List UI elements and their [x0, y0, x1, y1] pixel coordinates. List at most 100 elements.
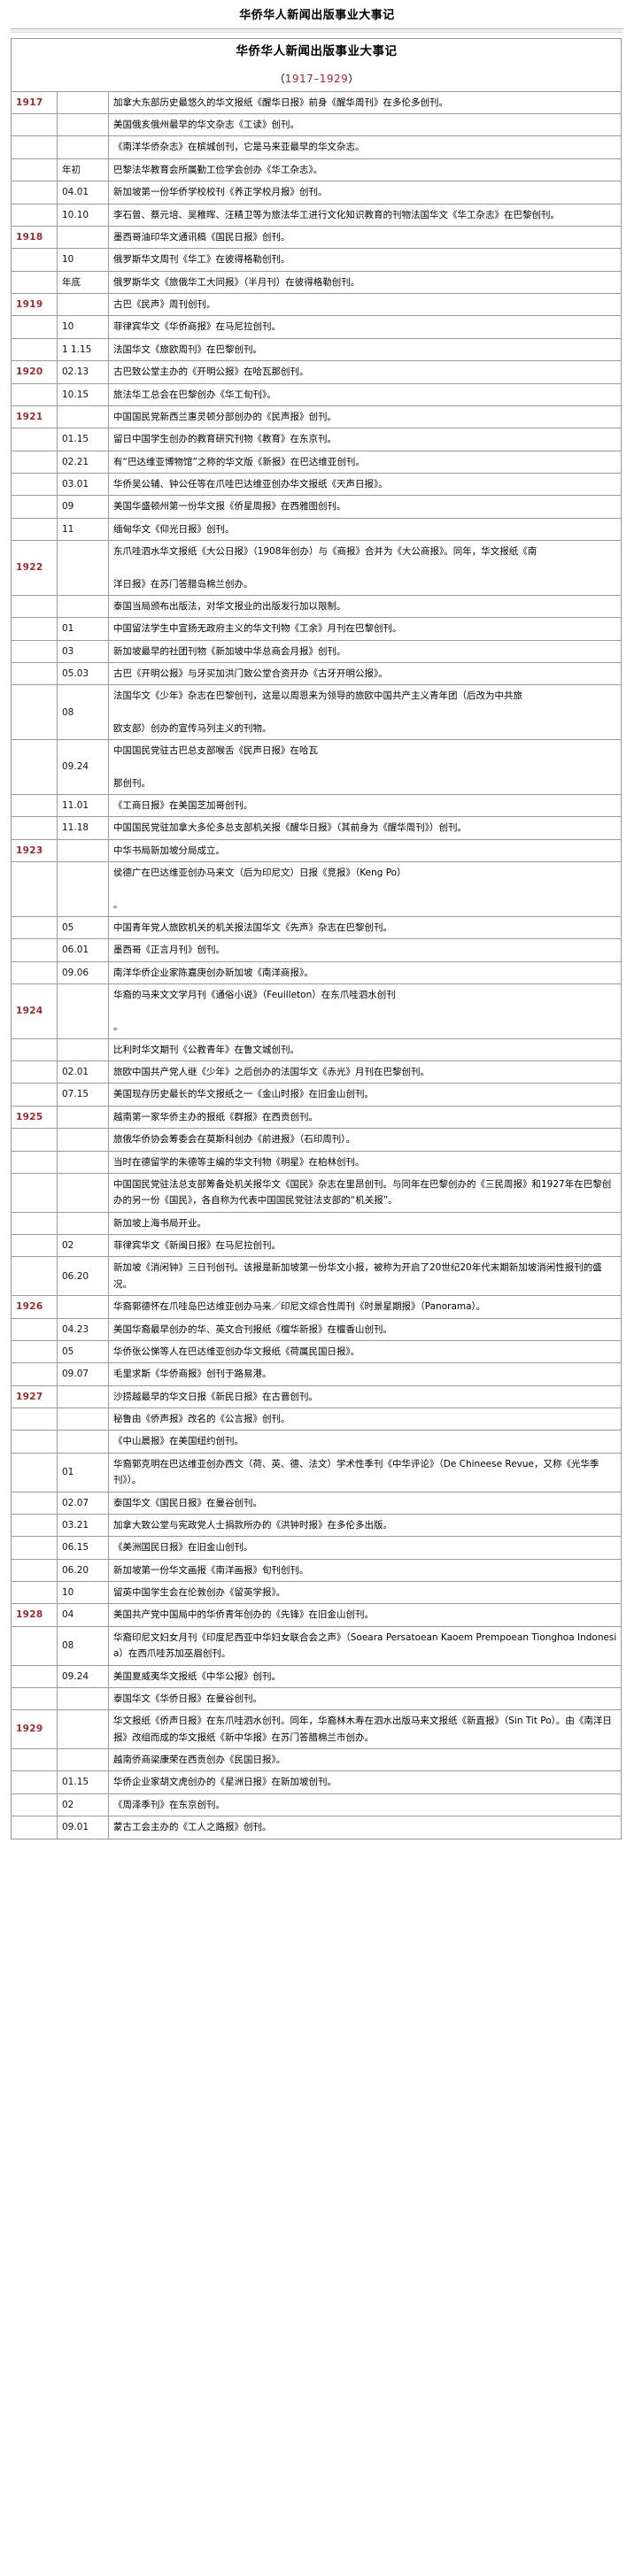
table-row: 03.01 华侨吴公辅、钟公任等在爪哇巴达维亚创办华文报纸《天声日报》。 — [11, 472, 622, 497]
row-event-text: 新加坡第一份华侨学校校刊《养正学校月报》创刊。 — [108, 181, 622, 204]
row-date: 10.10 — [57, 203, 109, 227]
row-event-text: 中国国民党新西兰惠灵顿分部创办的《民声报》创刊。 — [108, 405, 622, 429]
row-year: 1927 — [11, 1384, 58, 1409]
row-date — [57, 225, 109, 250]
row-year — [11, 495, 58, 519]
table-row: 09.06 南洋华侨企业家陈嘉庚创办新加坡《南洋商报》。 — [11, 960, 622, 984]
table-row: 美国俄亥俄州最早的华文杂志《工读》创刊。 — [11, 112, 622, 137]
row-date: 04.23 — [57, 1317, 109, 1341]
row-date: 02 — [57, 1793, 109, 1817]
row-date — [57, 1295, 109, 1319]
table-row: 泰国当局颁布出版法，对华文报业的出版发行加以限制。 — [11, 594, 622, 619]
table-row: 09.24 中国国民党驻古巴总支部喉舌《民声日报》在哈瓦 那创刊。 — [11, 739, 622, 795]
row-year — [11, 617, 58, 641]
row-text-spacer — [113, 881, 617, 897]
row-event-text-line: 。 — [113, 899, 123, 911]
table-row: 1919 古巴《民声》周刊创刊。 — [11, 292, 622, 317]
header-divider — [11, 28, 623, 33]
table-row: 10 留英中国学生会在伦敦创办《留英学报》。 — [11, 1580, 622, 1605]
table-row: 1920 02.13 古巴致公堂主办的《开明公报》在哈瓦那创刊。 — [11, 360, 622, 384]
row-year — [11, 1256, 58, 1297]
row-date — [57, 1105, 109, 1130]
row-year — [11, 1407, 58, 1431]
row-event-text: 新加坡第一份华文画报《南洋画报》旬刊创刊。 — [108, 1558, 622, 1583]
table-row: 05.03 古巴《开明公报》与牙买加洪门致公堂合资开办《古牙开明公报》。 — [11, 661, 622, 686]
table-row: 10.10 李石曾、蔡元培、吴稚晖、汪精卫等为旅法华工进行文化知识教育的刊物法国华… — [11, 203, 622, 227]
row-year — [11, 1513, 58, 1538]
table-title: 华侨华人新闻出版事业大事记 — [236, 44, 398, 58]
header-divider-wrapper — [0, 28, 634, 38]
row-date — [57, 1709, 109, 1749]
row-year — [11, 639, 58, 664]
table-row: 1926 华裔郭德怀在爪哇岛巴达维亚创办马来／印尼文综合性周刊《时景星期报》（Pa… — [11, 1295, 622, 1319]
table-row: 越南侨商梁康荣在西贡创办《民国日报》。 — [11, 1747, 622, 1772]
table-row: 04.01 新加坡第一份华侨学校校刊《养正学校月报》创刊。 — [11, 181, 622, 204]
row-date: 01 — [57, 617, 109, 641]
row-year — [11, 1452, 58, 1492]
row-date: 05 — [57, 915, 109, 940]
row-date — [57, 861, 109, 917]
table-row: 02.01 旅欧中国共产党人继《少年》之后创办的法国华文《赤光》月刊在巴黎创刊。 — [11, 1060, 622, 1084]
row-date: 1 1.15 — [57, 337, 109, 362]
row-date: 05 — [57, 1339, 109, 1364]
row-event-text: 《美洲国民日报》在旧金山创刊。 — [108, 1536, 622, 1560]
row-year — [11, 472, 58, 497]
row-event-text: 李石曾、蔡元培、吴稚晖、汪精卫等为旅法华工进行文化知识教育的刊物法国华文《华工杂… — [108, 203, 622, 227]
row-year — [11, 428, 58, 451]
row-event-text: 华裔郭德怀在爪哇岛巴达维亚创办马来／印尼文综合性周刊《时景星期报》（Panora… — [108, 1295, 622, 1319]
row-date — [57, 1172, 109, 1213]
table-row: 08 法国华文《少年》杂志在巴黎创刊，这是以周恩来为领导的旅欧中国共产主义青年团（… — [11, 684, 622, 741]
row-date — [57, 135, 109, 159]
row-year — [11, 1686, 58, 1711]
table-row: 10 俄罗斯华文周刊《华工》在彼得格勒创刊。 — [11, 248, 622, 272]
row-date — [57, 405, 109, 429]
row-event-text: 新加坡《消闲钟》三日刊创刊。该报是新加坡第一份华文小报，被称为开启了20世纪20… — [108, 1256, 622, 1297]
row-event-text: 巴黎法华教育会所属勤工俭学会创办《华工杂志》。 — [108, 158, 622, 182]
row-date: 11.18 — [57, 816, 109, 840]
table-row: 06.20 新加坡《消闲钟》三日刊创刊。该报是新加坡第一份华文小报，被称为开启了2… — [11, 1256, 622, 1297]
row-text-spacer — [113, 1003, 617, 1019]
row-date: 01.15 — [57, 428, 109, 451]
row-year: 1929 — [11, 1709, 58, 1749]
row-year — [11, 337, 58, 362]
row-date: 11.01 — [57, 793, 109, 818]
row-date: 年初 — [57, 158, 109, 182]
table-row: 侯德广在巴达维亚创办马来文（后为印尼文）日报《竞报》（Keng Po） 。 — [11, 861, 622, 917]
row-date: 05.03 — [57, 661, 109, 686]
row-event-text: 新加坡最早的社团刊物《新加坡中华总商会月报》创刊。 — [108, 639, 622, 664]
row-year: 1923 — [11, 838, 58, 863]
row-date — [57, 540, 109, 596]
table-row: 11 缅甸华文《仰光日报》创刊。 — [11, 517, 622, 542]
table-row: 中国国民党驻法总支部筹备处机关报华文《国民》杂志在里昂创刊。与同年在巴黎创办的《… — [11, 1172, 622, 1213]
row-year — [11, 661, 58, 686]
row-text-spacer — [113, 705, 617, 721]
row-text-spacer — [113, 560, 617, 576]
row-event-text-line: 中国国民党驻古巴总支部喉舌《民声日报》在哈瓦 — [113, 745, 318, 757]
row-date: 04 — [57, 1603, 109, 1627]
table-row: 10 菲律宾华文《华侨商报》在马尼拉创刊。 — [11, 315, 622, 339]
table-row: 1 1.15 法国华文《旅欧周刊》在巴黎创刊。 — [11, 337, 622, 362]
row-year — [11, 1625, 58, 1666]
table-row: 02 菲律宾华文《新闽日报》在马尼拉创刊。 — [11, 1233, 622, 1258]
table-row: 02.21 有“巴达维亚博物馆”之称的华文版《新报》在巴达维亚创刊。 — [11, 450, 622, 474]
row-year: 1922 — [11, 540, 58, 596]
row-event-text: 秘鲁由《侨声报》改名的《公言报》创刊。 — [108, 1407, 622, 1431]
row-year — [11, 203, 58, 227]
table-row: 年初 巴黎法华教育会所属勤工俭学会创办《华工杂志》。 — [11, 158, 622, 182]
row-event-text: 泰国华文《华侨日报》在曼谷创刊。 — [108, 1686, 622, 1711]
table-row: 秘鲁由《侨声报》改名的《公言报》创刊。 — [11, 1407, 622, 1431]
row-event-text: 中国青年党人旅欧机关的机关报法国华文《先声》杂志在巴黎创刊。 — [108, 915, 622, 940]
row-event-text: 墨西哥油印华文通讯稿《国民日报》创刊。 — [108, 225, 622, 250]
row-event-text: 当时在德留学的朱德等主编的华文刊物《明星》在柏林创刊。 — [108, 1150, 622, 1174]
row-year — [11, 1664, 58, 1688]
row-year — [11, 1083, 58, 1107]
row-event-text-line: 那创刊。 — [113, 777, 151, 789]
row-year — [11, 1060, 58, 1084]
row-date: 09.24 — [57, 739, 109, 795]
row-year — [11, 1793, 58, 1817]
row-event-text: 泰国当局颁布出版法，对华文报业的出版发行加以限制。 — [108, 594, 622, 619]
row-year — [11, 594, 58, 619]
row-year — [11, 517, 58, 542]
row-year — [11, 915, 58, 940]
row-date: 01 — [57, 1452, 109, 1492]
